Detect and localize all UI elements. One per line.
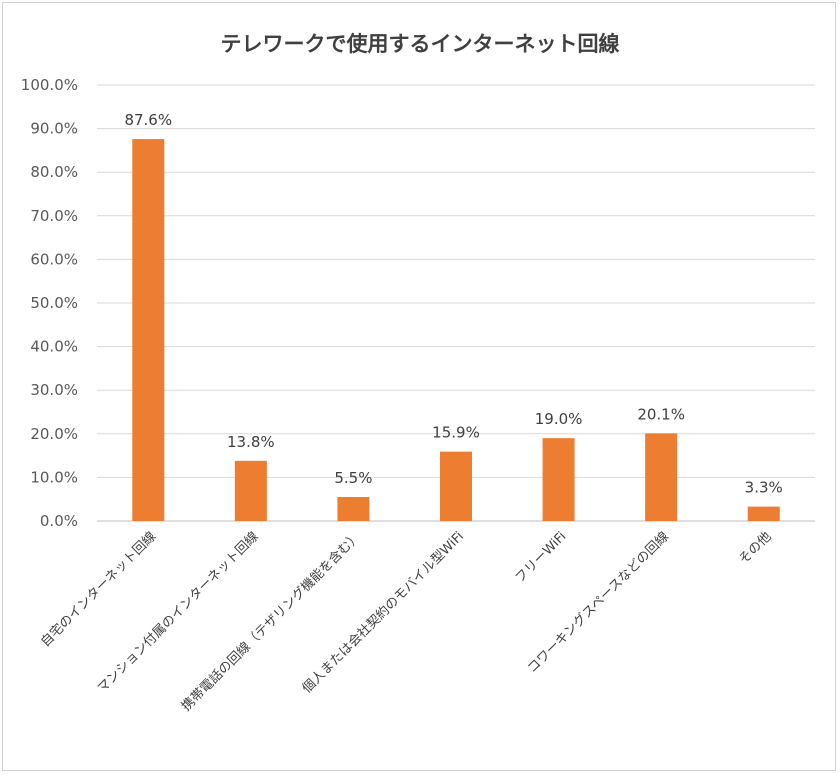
y-tick-label: 0.0% (40, 512, 78, 530)
chart-title: テレワークで使用するインターネット回線 (220, 32, 620, 56)
bar (747, 506, 780, 521)
data-labels: 87.6% 13.8% 5.5% 15.9% 19.0% 20.1% 3.3% (124, 111, 782, 497)
y-tick-label: 80.0% (30, 163, 78, 181)
data-label: 13.8% (227, 433, 275, 451)
x-tick-label: マンション付属のインターネット回線 (94, 529, 262, 697)
y-tick-label: 30.0% (30, 381, 78, 399)
data-label: 20.1% (637, 405, 685, 423)
y-tick-label: 70.0% (30, 207, 78, 225)
y-axis: 0.0% 10.0% 20.0% 30.0% 40.0% 50.0% 60.0% 70.0% 8… (21, 76, 78, 530)
x-axis: 自宅のインターネット回線マンション付属のインターネット回線携帯電話の回線（テザリ… (37, 529, 774, 715)
bar (542, 438, 575, 521)
data-label: 15.9% (432, 424, 480, 442)
data-label: 5.5% (334, 469, 372, 487)
x-tick-label: フリーWiFi (513, 529, 570, 586)
y-tick-label: 90.0% (30, 120, 78, 138)
gridlines (97, 84, 815, 522)
x-tick-label: 自宅のインターネット回線 (37, 529, 159, 651)
bar (234, 460, 267, 521)
bar (440, 451, 472, 521)
bar (132, 139, 165, 521)
data-label: 19.0% (535, 410, 583, 428)
y-tick-label: 20.0% (30, 425, 78, 443)
x-tick-label: 携帯電話の回線（テザリング機能を含む） (178, 529, 364, 715)
bars (132, 139, 780, 521)
y-tick-label: 60.0% (30, 250, 78, 268)
data-label: 87.6% (124, 111, 172, 129)
x-tick-label: 個人または会社契約のモバイル型WiFi (299, 529, 467, 697)
data-label: 3.3% (745, 479, 783, 497)
bar (337, 497, 370, 521)
bar (645, 433, 678, 521)
y-tick-label: 40.0% (30, 338, 78, 356)
y-tick-label: 10.0% (30, 468, 78, 486)
y-tick-label: 100.0% (21, 76, 78, 94)
y-tick-label: 50.0% (30, 294, 78, 312)
x-tick-label: その他 (736, 529, 774, 567)
